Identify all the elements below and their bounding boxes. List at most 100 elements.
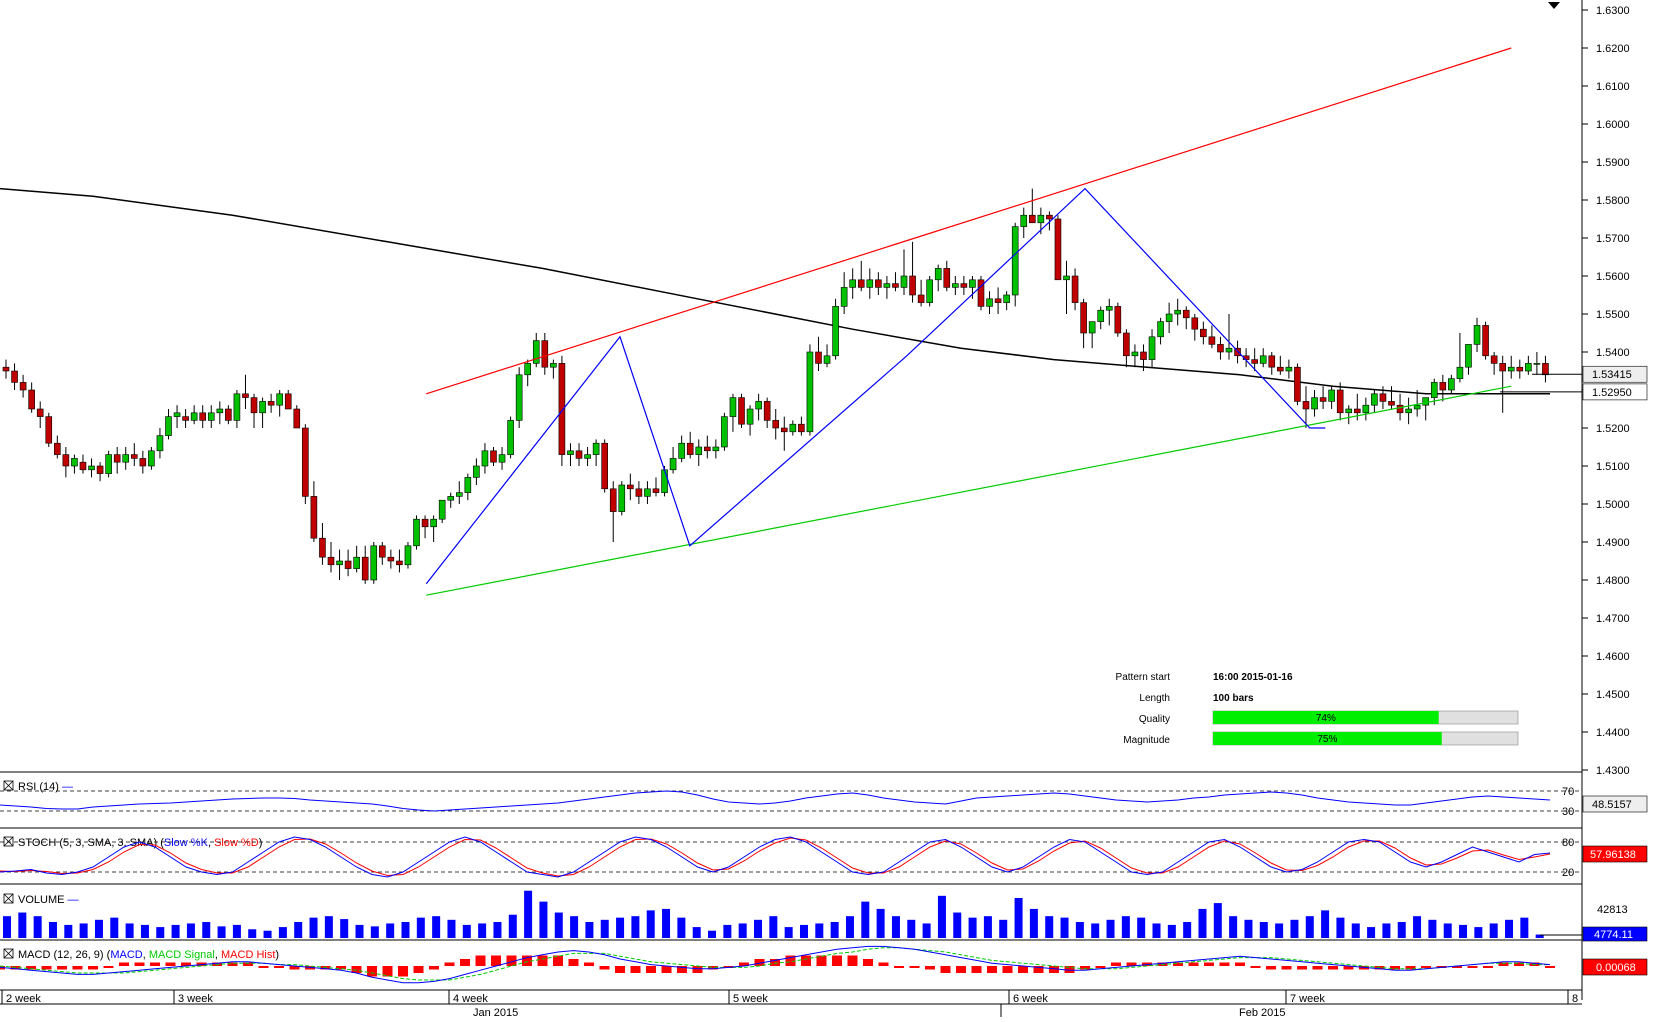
month-label: Feb 2015 (1239, 1007, 1285, 1017)
macd-hist-bar (274, 966, 284, 968)
volume-bar (738, 923, 747, 938)
volume-bar (217, 926, 226, 938)
volume-bar (769, 916, 778, 938)
volume-bar (662, 908, 671, 938)
volume-bar (1152, 923, 1161, 938)
current-price-box (1582, 365, 1648, 383)
volume-bar (340, 919, 349, 938)
candle-down (396, 560, 403, 566)
rsi-level-label: 30 (1562, 806, 1574, 818)
candle-down (1114, 306, 1122, 334)
candle-down (225, 408, 232, 421)
macd-hist-bar (475, 955, 486, 966)
volume-bar (1505, 919, 1514, 938)
macd-hist-bar (1064, 966, 1075, 973)
panel-legend: , (215, 949, 221, 961)
macd-hist-bar (243, 962, 253, 966)
candle-up (661, 469, 668, 493)
volume-bar (1489, 923, 1498, 938)
volume-bar (677, 917, 686, 938)
resistance-line (426, 47, 1512, 395)
volume-bar (156, 927, 165, 938)
macd-hist-bar (1328, 966, 1338, 970)
macd-hist-bar (88, 966, 98, 970)
volume-bar (64, 924, 73, 938)
candle-up (1165, 313, 1173, 322)
magnitude-label: Magnitude (1123, 735, 1170, 746)
volume-bar (876, 908, 885, 938)
candle-up (1037, 214, 1045, 224)
candle-down (1200, 328, 1207, 338)
candle-down (1516, 366, 1524, 372)
volume-bar (1413, 916, 1422, 938)
volume-bar (1336, 917, 1345, 938)
volume-bar (1275, 923, 1284, 938)
candle-down (139, 458, 147, 467)
candle-up (1507, 366, 1515, 372)
panel-legend: ( (104, 949, 111, 961)
candle-up (823, 355, 831, 364)
macd-hist-bar (134, 962, 145, 966)
volume-bar (1351, 923, 1360, 938)
macd-hist-bar (382, 966, 393, 977)
candle-down (421, 518, 429, 528)
magnitude-bar-fill (1213, 732, 1442, 745)
volume-bar (48, 922, 57, 938)
candle-down (302, 427, 309, 497)
macd-hist-bar (785, 955, 796, 966)
macd-hist-bar (971, 966, 982, 973)
volume-value-label: 4774.11 (1594, 929, 1633, 941)
volume-bar (692, 927, 701, 938)
candle-up (1456, 366, 1464, 379)
candle-up (1413, 404, 1421, 410)
pattern-start-label: Pattern start (1116, 672, 1171, 683)
current-price-label: 1.53415 (1592, 369, 1632, 381)
candle-up (1311, 397, 1318, 410)
macd-hist-bar (1173, 962, 1183, 966)
week-label: 8 (1572, 993, 1578, 1005)
price-tick-label: 1.6100 (1596, 81, 1630, 93)
macd-hist-bar (367, 966, 377, 977)
price-tick-label: 1.4700 (1596, 613, 1630, 625)
candle-down (319, 537, 326, 558)
candle-down (780, 427, 788, 433)
candle-up (1448, 378, 1455, 391)
volume-bar (355, 924, 364, 938)
candle-down (917, 294, 925, 303)
scroll-marker-icon[interactable] (1548, 2, 1560, 9)
volume-bar (1167, 924, 1176, 938)
candle-up (532, 340, 540, 364)
candle-up (849, 279, 856, 288)
panel-legend: ) (259, 837, 263, 849)
macd-hist-bar (1033, 966, 1044, 973)
candle-up (1362, 404, 1370, 414)
panel-legend: — (59, 781, 73, 793)
volume-bar (3, 916, 11, 938)
candle-up (165, 416, 172, 436)
week-label: 4 week (453, 993, 488, 1005)
candle-down (1123, 332, 1130, 357)
volume-bar (1213, 903, 1222, 938)
candle-up (507, 420, 514, 455)
candle-up (1131, 351, 1139, 357)
volume-bar (891, 916, 900, 938)
quality-bar-text: 74% (1316, 713, 1336, 724)
volume-bar (432, 916, 441, 938)
volume-bar (1060, 917, 1069, 938)
volume-bar (1474, 927, 1483, 938)
volume-bar (585, 922, 594, 938)
candle-down (1353, 408, 1361, 414)
candle-up (1063, 275, 1070, 281)
stoch-d-line (0, 837, 1551, 877)
month-label: Jan 2015 (473, 1007, 518, 1017)
candle-up (233, 393, 241, 421)
macd-hist-bar (584, 962, 594, 966)
volume-bar (248, 929, 257, 938)
stoch-k-line (0, 836, 1551, 878)
price-tick-label: 1.6200 (1596, 43, 1630, 55)
macd-hist-bar (1405, 966, 1416, 970)
candle-up (1259, 355, 1267, 364)
candle-down (601, 442, 608, 490)
price-tick-label: 1.5700 (1596, 233, 1630, 245)
